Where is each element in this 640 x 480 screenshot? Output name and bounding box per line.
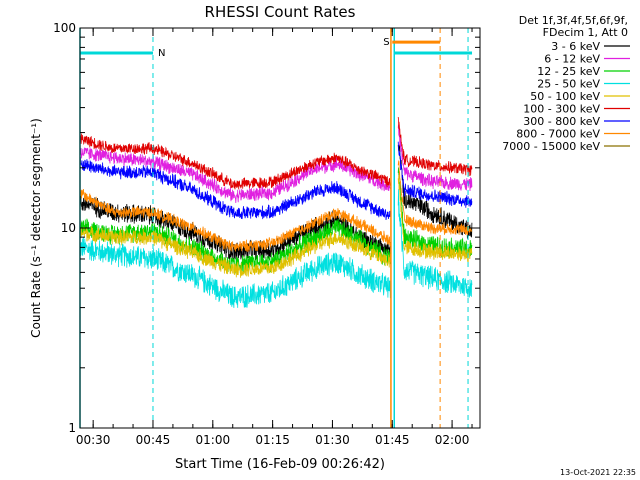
legend-entry-label: 6 - 12 keV [544, 53, 600, 66]
x-tick-label: 01:45 [375, 433, 410, 447]
legend-header-line: Det 1f,3f,4f,5f,6f,9f, [519, 14, 628, 27]
legend-entry-label: 300 - 800 keV [523, 115, 600, 128]
plot-timestamp: 13-Oct-2021 22:35 [560, 468, 636, 477]
x-tick-label: 02:00 [435, 433, 470, 447]
data-layer [79, 116, 473, 308]
legend-entry-label: 100 - 300 keV [523, 103, 600, 116]
series-line-50-100-kev-seg1 [397, 174, 473, 263]
legend: Det 1f,3f,4f,5f,6f,9f,FDecim 1, Att 03 -… [502, 14, 630, 153]
legend-header-line: FDecim 1, Att 0 [543, 26, 628, 39]
x-tick-label: 01:15 [255, 433, 290, 447]
legend-entry-label: 12 - 25 keV [537, 65, 600, 78]
axis-layer: 00:30 00:45 01:00 01:15 01:30 01:45 02:00 1 10 10… [53, 21, 480, 447]
series-line-25-50-kev-seg1 [397, 189, 473, 298]
legend-entry-label: 25 - 50 keV [537, 78, 600, 91]
legend-entry-label: 7000 - 15000 keV [502, 140, 600, 153]
flag-label-n: N [158, 48, 165, 59]
x-tick-label: 00:45 [136, 433, 171, 447]
series-line-300-800-kev-seg0 [79, 156, 391, 221]
series-line-100-300-kev-seg0 [79, 133, 391, 190]
x-tick-label: 01:30 [315, 433, 350, 447]
series-line-100-300-kev-seg1 [397, 116, 473, 177]
series-line-800-7000-kev-seg0 [79, 188, 391, 253]
series-line-25-50-kev-seg0 [79, 237, 391, 308]
legend-entry-label: 50 - 100 keV [530, 90, 600, 103]
flag-label-s: S [383, 37, 389, 48]
x-axis-label: Start Time (16-Feb-09 00:26:42) [175, 457, 385, 472]
series-line-300-800-kev-seg1 [397, 141, 473, 208]
series-line-800-7000-kev-seg1 [397, 160, 473, 236]
y-tick-label: 1 [68, 421, 76, 435]
x-tick-label: 01:00 [196, 433, 231, 447]
chart-title: RHESSI Count Rates [205, 3, 356, 21]
marker-layer: NS [79, 28, 473, 428]
y-tick-label: 10 [61, 221, 76, 235]
series-line-6-12-kev-seg0 [79, 147, 391, 204]
series-line-6-12-kev-seg1 [397, 124, 473, 192]
y-axis-label: Count Rate (s⁻¹ detector segment⁻¹) [29, 118, 43, 338]
x-tick-label: 00:30 [76, 433, 111, 447]
series-line-50-100-kev-seg0 [79, 225, 391, 278]
y-tick-label: 100 [53, 21, 76, 35]
legend-entry-label: 3 - 6 keV [551, 40, 600, 53]
legend-entry-label: 800 - 7000 keV [516, 128, 600, 141]
